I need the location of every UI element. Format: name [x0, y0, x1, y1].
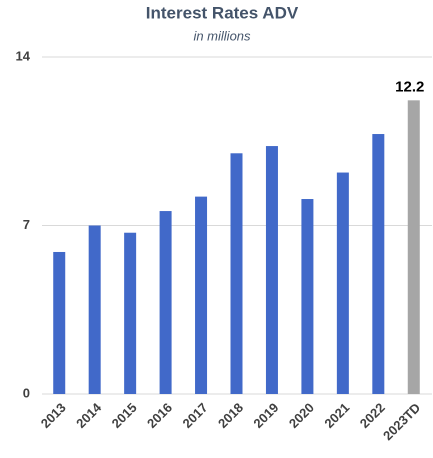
chart-subtitle: in millions: [193, 28, 251, 43]
bar: [159, 211, 172, 394]
x-tick-label: 2022: [357, 400, 388, 431]
bar: [53, 251, 66, 394]
bar: [336, 172, 349, 394]
bar: [230, 153, 243, 394]
bar: [195, 196, 208, 394]
bar: [301, 199, 314, 394]
x-tick-label: 2019: [250, 400, 281, 431]
y-tick-label: 0: [23, 385, 30, 400]
value-label: 12.2: [395, 78, 424, 95]
x-tick-label: 2013: [38, 400, 69, 431]
x-tick-label: 2021: [321, 400, 352, 431]
x-tick-label: 2014: [73, 399, 105, 431]
bar: [124, 232, 137, 394]
x-tick-label: 2020: [286, 400, 317, 431]
x-tick-label: 2018: [215, 400, 246, 431]
y-tick-label: 7: [23, 217, 30, 232]
x-tick-label: 2016: [144, 400, 175, 431]
y-tick-label: 14: [16, 48, 31, 63]
bar: [88, 225, 101, 394]
x-tick-label: 2017: [180, 400, 211, 431]
x-tick-label: 2023TD: [380, 400, 423, 443]
bar: [372, 134, 385, 394]
bar: [407, 100, 420, 394]
bar: [265, 146, 278, 394]
chart-title: Interest Rates ADV: [146, 3, 299, 22]
x-tick-label: 2015: [109, 400, 140, 431]
